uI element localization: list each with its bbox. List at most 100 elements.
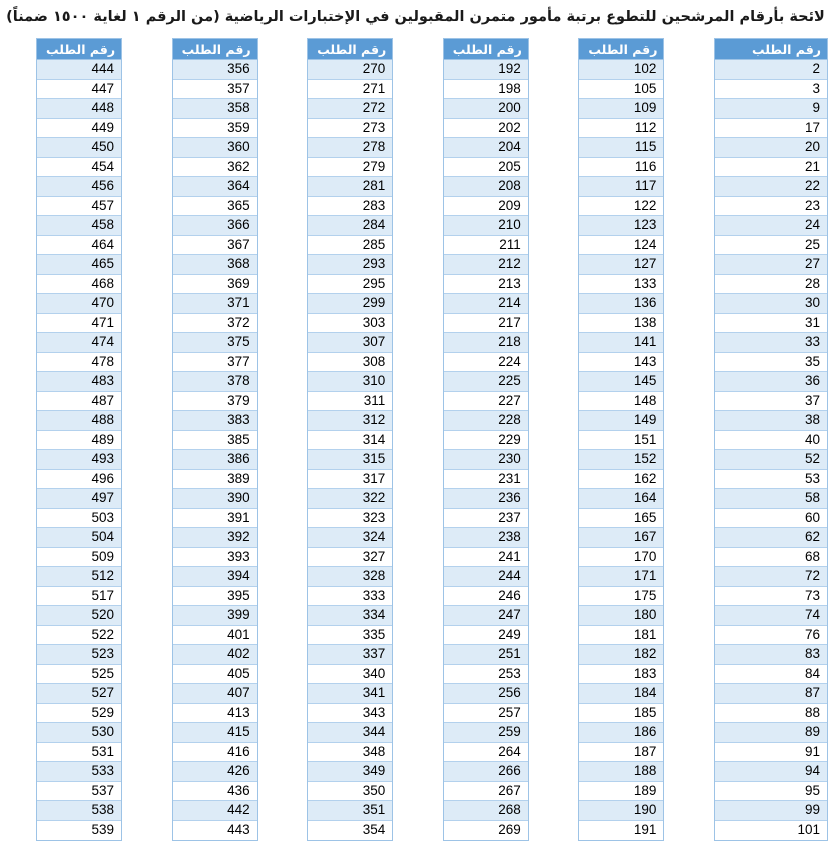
- table-cell: 392: [172, 528, 257, 548]
- table-cell: 273: [308, 118, 393, 138]
- table-cell: 328: [308, 567, 393, 587]
- table-cell: 74: [715, 606, 827, 626]
- table-cell: 87: [715, 684, 827, 704]
- table-cell: 58: [715, 489, 827, 509]
- table-cell: 378: [172, 372, 257, 392]
- table-cell: 40: [715, 430, 827, 450]
- column-header: رقم الطلب: [579, 39, 664, 60]
- table-cell: 217: [443, 313, 528, 333]
- table-cell: 512: [37, 567, 122, 587]
- table-cell: 148: [579, 391, 664, 411]
- table-cell: 377: [172, 352, 257, 372]
- table-cell: 30: [715, 294, 827, 314]
- table-cell: 198: [443, 79, 528, 99]
- table-cell: 349: [308, 762, 393, 782]
- table-cell: 333: [308, 586, 393, 606]
- table-cell: 214: [443, 294, 528, 314]
- table-cell: 344: [308, 723, 393, 743]
- column-header: رقم الطلب: [37, 39, 122, 60]
- table-cell: 389: [172, 469, 257, 489]
- table-cell: 454: [37, 157, 122, 177]
- table-cell: 72: [715, 567, 827, 587]
- table-cell: 244: [443, 567, 528, 587]
- table-cell: 358: [172, 99, 257, 119]
- table-cell: 442: [172, 801, 257, 821]
- table-cell: 372: [172, 313, 257, 333]
- table-cell: 251: [443, 645, 528, 665]
- table-cell: 356: [172, 60, 257, 80]
- table-cell: 359: [172, 118, 257, 138]
- table-cell: 152: [579, 450, 664, 470]
- table-cell: 180: [579, 606, 664, 626]
- table-cell: 24: [715, 216, 827, 236]
- table-cell: 281: [308, 177, 393, 197]
- table-cell: 124: [579, 235, 664, 255]
- table-cell: 334: [308, 606, 393, 626]
- table-cell: 170: [579, 547, 664, 567]
- table-cell: 136: [579, 294, 664, 314]
- table-cell: 237: [443, 508, 528, 528]
- table-cell: 340: [308, 664, 393, 684]
- table-cell: 171: [579, 567, 664, 587]
- column-header: رقم الطلب: [308, 39, 393, 60]
- table-cell: 520: [37, 606, 122, 626]
- table-cell: 238: [443, 528, 528, 548]
- table-cell: 395: [172, 586, 257, 606]
- table-cell: 188: [579, 762, 664, 782]
- table-cell: 323: [308, 508, 393, 528]
- table-cell: 283: [308, 196, 393, 216]
- table-cell: 375: [172, 333, 257, 353]
- table-cell: 167: [579, 528, 664, 548]
- table-cell: 3: [715, 79, 827, 99]
- table-cell: 447: [37, 79, 122, 99]
- table-cell: 285: [308, 235, 393, 255]
- table-cell: 190: [579, 801, 664, 821]
- table-cell: 366: [172, 216, 257, 236]
- table-cell: 211: [443, 235, 528, 255]
- table-cell: 311: [308, 391, 393, 411]
- table-cell: 539: [37, 820, 122, 840]
- table-cell: 210: [443, 216, 528, 236]
- table-cell: 36: [715, 372, 827, 392]
- table-cell: 202: [443, 118, 528, 138]
- table-cell: 241: [443, 547, 528, 567]
- table-cell: 401: [172, 625, 257, 645]
- table-cell: 116: [579, 157, 664, 177]
- table-cell: 267: [443, 781, 528, 801]
- table-cell: 324: [308, 528, 393, 548]
- table-cell: 175: [579, 586, 664, 606]
- column-header: رقم الطلب: [443, 39, 528, 60]
- table-cell: 365: [172, 196, 257, 216]
- table-cell: 164: [579, 489, 664, 509]
- table-cell: 186: [579, 723, 664, 743]
- table-cell: 293: [308, 255, 393, 275]
- table-cell: 527: [37, 684, 122, 704]
- table-cell: 95: [715, 781, 827, 801]
- table-cell: 52: [715, 450, 827, 470]
- table-cell: 537: [37, 781, 122, 801]
- table-cell: 31: [715, 313, 827, 333]
- table-cell: 183: [579, 664, 664, 684]
- tables-container: رقم الطلب 2 3 9 17 20 21 22 23 24 25 27 28 30 31 33 35 36…: [36, 38, 828, 841]
- table-cell: 449: [37, 118, 122, 138]
- table-cell: 191: [579, 820, 664, 840]
- table-cell: 28: [715, 274, 827, 294]
- table-cell: 272: [308, 99, 393, 119]
- table-cell: 390: [172, 489, 257, 509]
- table-cell: 386: [172, 450, 257, 470]
- table-cell: 231: [443, 469, 528, 489]
- table-cell: 37: [715, 391, 827, 411]
- table-cell: 385: [172, 430, 257, 450]
- table-cell: 322: [308, 489, 393, 509]
- applications-table: رقم الطلب 192 198 200 202 204 205 208 209 210 211 2…: [442, 38, 529, 841]
- table-cell: 457: [37, 196, 122, 216]
- table-cell: 327: [308, 547, 393, 567]
- table-cell: 35: [715, 352, 827, 372]
- table-cell: 468: [37, 274, 122, 294]
- applications-table: رقم الطلب 444 447 448 449 450 454 456 457 458 464 4…: [36, 38, 123, 841]
- table-cell: 354: [308, 820, 393, 840]
- table-cell: 478: [37, 352, 122, 372]
- table-cell: 33: [715, 333, 827, 353]
- applications-table: رقم الطلب 2 3 9 17 20 21 22 23 24 25 27 28 30 31 33 35 36…: [714, 38, 828, 841]
